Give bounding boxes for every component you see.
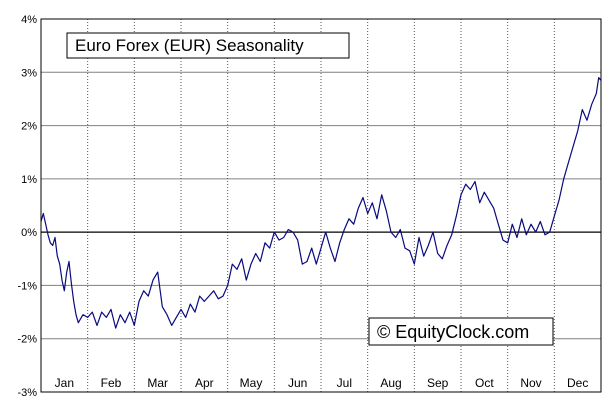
chart-title: Euro Forex (EUR) Seasonality	[75, 36, 304, 55]
y-tick-label: -2%	[17, 334, 37, 346]
x-tick-label: Feb	[101, 376, 122, 390]
y-tick-label: 4%	[21, 14, 37, 26]
x-tick-label: Jan	[55, 376, 74, 390]
y-tick-label: -3%	[17, 387, 37, 399]
watermark-box: © EquityClock.com	[368, 317, 554, 346]
y-tick-label: 0%	[21, 227, 37, 239]
x-tick-label: Jun	[288, 376, 307, 390]
x-tick-label: Oct	[475, 376, 494, 390]
x-tick-label: Dec	[567, 376, 588, 390]
chart-title-box: Euro Forex (EUR) Seasonality	[66, 32, 350, 59]
y-tick-label: 2%	[21, 121, 37, 133]
seasonality-line	[40, 77, 602, 329]
plot-area-border	[40, 18, 602, 393]
y-tick-label: 3%	[21, 67, 37, 79]
x-tick-label: Mar	[147, 376, 168, 390]
x-tick-label: Sep	[427, 376, 449, 390]
x-tick-label: Apr	[195, 376, 214, 390]
x-axis-month-labels: Jan Feb Mar Apr May Jun Jul Aug Sep Oct Nov Dec	[55, 376, 589, 390]
vertical-gridlines	[87, 19, 555, 392]
watermark-text: © EquityClock.com	[377, 322, 529, 342]
x-tick-label: Aug	[380, 376, 401, 390]
x-tick-label: Jul	[337, 376, 352, 390]
y-axis-tick-labels: 4% 3% 2% 1% 0% -1% -2% -3%	[17, 14, 37, 399]
x-tick-label: Nov	[520, 376, 541, 390]
y-tick-label: 1%	[21, 174, 37, 186]
x-tick-label: May	[240, 376, 263, 390]
y-tick-label: -1%	[17, 280, 37, 292]
